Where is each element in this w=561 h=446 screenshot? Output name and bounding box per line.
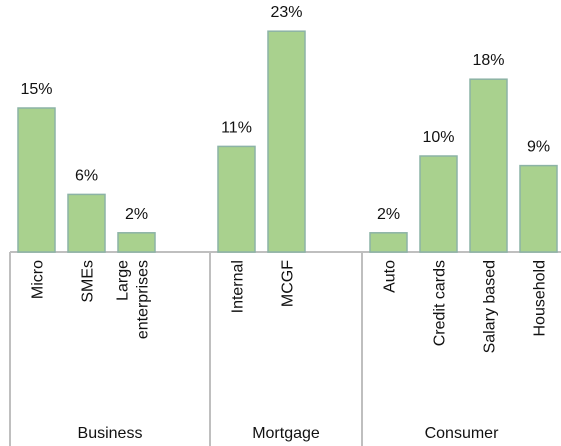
value-label: 9% [527, 139, 550, 156]
group-label: Business [78, 425, 143, 442]
group-label: Consumer [425, 425, 499, 442]
value-label: 23% [270, 4, 302, 21]
bar [67, 193, 106, 253]
value-label: 6% [75, 167, 98, 184]
value-label: 10% [422, 129, 454, 146]
value-label: 2% [125, 206, 148, 223]
value-label: 2% [377, 206, 400, 223]
x-tick-label: Household [532, 260, 549, 337]
x-tick-label: Internal [230, 260, 247, 313]
bar [369, 232, 408, 253]
x-tick-label: MCGF [280, 260, 297, 307]
group-label: Mortgage [252, 425, 320, 442]
bar [469, 78, 508, 253]
bar [519, 164, 558, 253]
value-label: 18% [472, 52, 504, 69]
x-tick-label: Salary based [482, 260, 499, 353]
x-tick-label: Large [115, 260, 132, 301]
bar [17, 107, 56, 253]
bar [217, 145, 256, 253]
bar [419, 155, 458, 253]
x-tick-label: Credit cards [432, 260, 449, 346]
bar [267, 30, 306, 253]
value-label: 11% [221, 119, 252, 136]
bar [117, 232, 156, 253]
x-tick-label: Auto [382, 260, 399, 293]
value-label: 15% [20, 81, 52, 98]
x-tick-label: SMEs [80, 260, 97, 303]
x-tick-label: enterprises [135, 260, 152, 339]
x-tick-label: Micro [30, 260, 47, 299]
